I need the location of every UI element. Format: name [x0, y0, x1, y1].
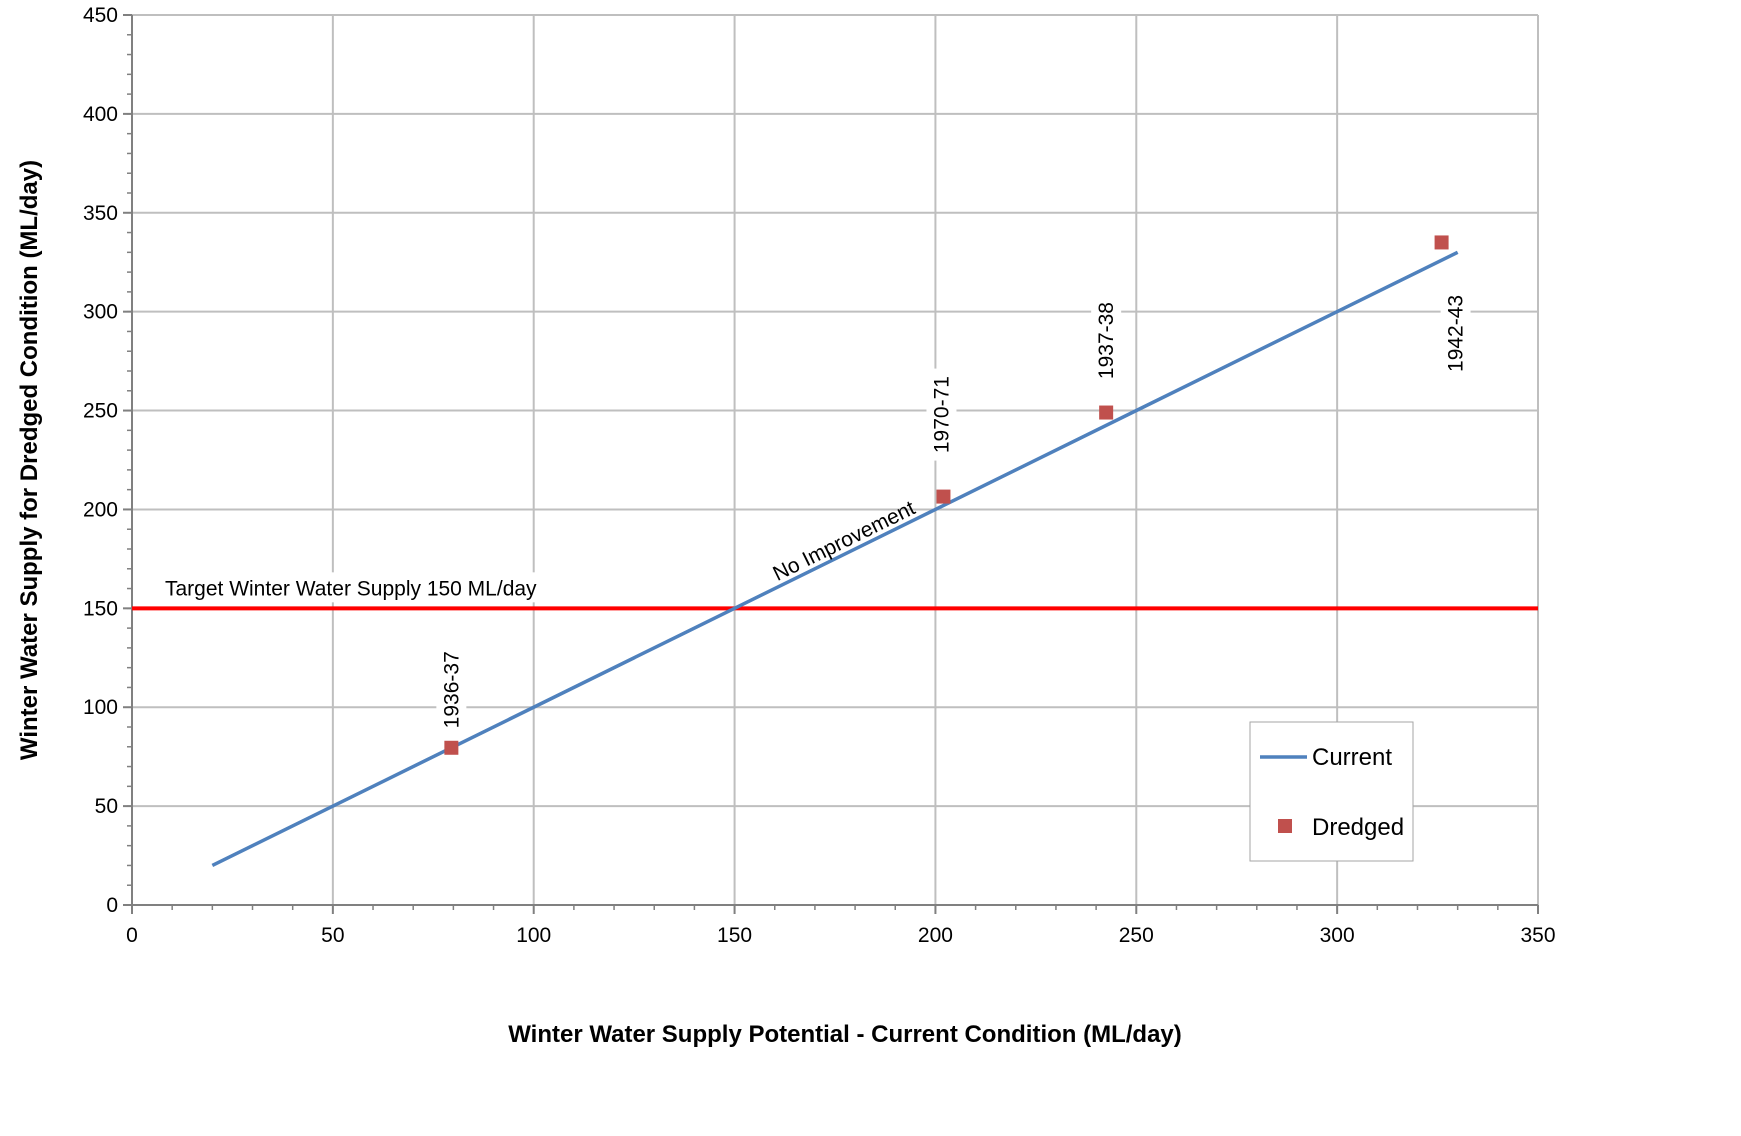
x-tick-label: 50	[321, 924, 344, 947]
point-label: 1942-43	[1445, 295, 1468, 372]
legend-current-label: Current	[1312, 744, 1392, 771]
dredged-point	[1099, 405, 1114, 420]
point-label: 1970-71	[930, 376, 953, 453]
x-axis-title: Winter Water Supply Potential - Current …	[508, 1021, 1182, 1048]
point-label-background	[1440, 287, 1471, 380]
target-label-group: Target Winter Water Supply 150 ML/day	[158, 572, 568, 603]
y-tick-label: 0	[106, 894, 118, 917]
x-tick-label: 100	[516, 924, 551, 947]
target-label-background	[158, 572, 568, 603]
point-labels: 1936-37 1970-71 1937-38 1942-43	[436, 287, 1471, 736]
dredged-point	[1434, 235, 1449, 250]
grid	[132, 14, 1538, 905]
dredged-point	[444, 740, 459, 755]
y-tick-label: 350	[83, 202, 118, 225]
point-label: 1936-37	[440, 651, 463, 728]
point-label-group: 1942-43	[1440, 287, 1471, 380]
series-dredged-points	[444, 235, 1449, 755]
y-tick-label: 400	[83, 103, 118, 126]
series-current-line	[211, 250, 1459, 868]
y-tick-label: 200	[83, 498, 118, 521]
y-tick-label: 300	[83, 301, 118, 324]
point-label: 1937-38	[1095, 302, 1118, 379]
x-tick-label: 300	[1320, 924, 1355, 947]
legend: Current Dredged	[1249, 721, 1414, 862]
x-tick-label: 250	[1119, 924, 1154, 947]
y-axis-title: Winter Water Supply for Dredged Conditio…	[16, 160, 43, 760]
x-tick-label: 0	[126, 924, 138, 947]
target-label: Target Winter Water Supply 150 ML/day	[165, 577, 537, 600]
point-label-background	[1091, 294, 1122, 387]
legend-dredged-swatch	[1278, 819, 1292, 833]
legend-dredged-label: Dredged	[1312, 814, 1404, 841]
x-tick-label: 150	[717, 924, 752, 947]
plot-frame	[131, 15, 1539, 906]
point-label-background	[926, 368, 957, 461]
y-tick-label: 50	[95, 795, 118, 818]
x-axis-ticks: 0 50 100 150 200 250 300 350	[126, 905, 1556, 947]
y-tick-label: 100	[83, 696, 118, 719]
point-label-background	[436, 643, 467, 736]
y-axis-ticks: 0 50 100 150 200 250 300 350 400 450	[83, 4, 132, 917]
point-label-group: 1937-38	[1091, 294, 1122, 387]
y-tick-label: 250	[83, 400, 118, 423]
point-label-group: 1970-71	[926, 368, 957, 461]
point-label-group: 1936-37	[436, 643, 467, 736]
y-tick-label: 150	[83, 597, 118, 620]
legend-box	[1249, 721, 1414, 862]
x-tick-label: 350	[1520, 924, 1555, 947]
x-tick-label: 200	[918, 924, 953, 947]
y-tick-label: 450	[83, 4, 118, 27]
dredged-point	[936, 489, 951, 504]
